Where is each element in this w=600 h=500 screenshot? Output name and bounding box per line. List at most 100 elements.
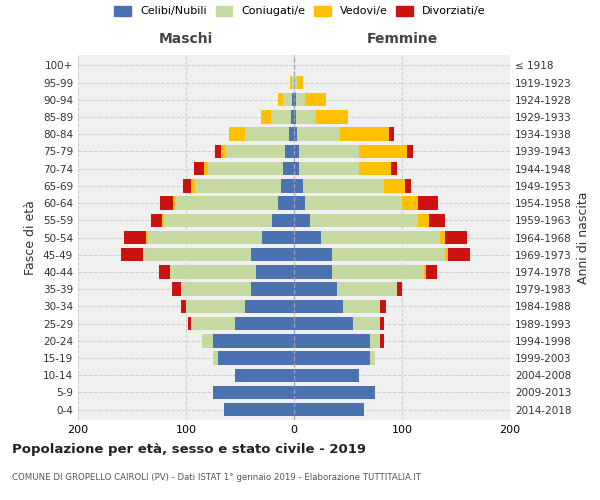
- Bar: [289, 128, 294, 141]
- Text: Popolazione per età, sesso e stato civile - 2019: Popolazione per età, sesso e stato civil…: [12, 442, 366, 456]
- Bar: [292, 93, 294, 106]
- Bar: [440, 231, 445, 244]
- Bar: [143, 248, 251, 262]
- Bar: [380, 334, 383, 347]
- Bar: [260, 110, 271, 124]
- Bar: [235, 317, 294, 330]
- Bar: [218, 352, 294, 364]
- Bar: [251, 248, 294, 262]
- Bar: [283, 93, 292, 106]
- Bar: [188, 317, 191, 330]
- Bar: [294, 282, 337, 296]
- Bar: [402, 196, 418, 210]
- Bar: [294, 386, 375, 399]
- Bar: [281, 179, 294, 192]
- Bar: [445, 248, 448, 262]
- Bar: [296, 93, 305, 106]
- Bar: [181, 282, 251, 296]
- Bar: [283, 162, 294, 175]
- Bar: [299, 162, 359, 175]
- Bar: [173, 196, 175, 210]
- Bar: [397, 282, 402, 296]
- Bar: [294, 368, 359, 382]
- Bar: [337, 282, 397, 296]
- Bar: [151, 214, 162, 227]
- Bar: [245, 300, 294, 313]
- Bar: [294, 334, 370, 347]
- Bar: [294, 265, 332, 278]
- Bar: [294, 317, 353, 330]
- Bar: [294, 144, 299, 158]
- Bar: [370, 352, 375, 364]
- Text: Maschi: Maschi: [159, 32, 213, 46]
- Bar: [380, 300, 386, 313]
- Bar: [445, 231, 467, 244]
- Bar: [278, 93, 283, 106]
- Bar: [407, 144, 413, 158]
- Bar: [294, 162, 299, 175]
- Bar: [340, 128, 389, 141]
- Bar: [389, 128, 394, 141]
- Legend: Celibi/Nubili, Coniugati/e, Vedovi/e, Divorziati/e: Celibi/Nubili, Coniugati/e, Vedovi/e, Di…: [115, 6, 485, 16]
- Bar: [124, 231, 146, 244]
- Bar: [186, 300, 245, 313]
- Bar: [181, 300, 186, 313]
- Bar: [316, 110, 348, 124]
- Bar: [183, 179, 191, 192]
- Bar: [213, 386, 294, 399]
- Bar: [191, 317, 235, 330]
- Bar: [213, 334, 294, 347]
- Bar: [310, 214, 418, 227]
- Bar: [121, 248, 143, 262]
- Bar: [286, 144, 294, 158]
- Bar: [418, 214, 429, 227]
- Bar: [418, 196, 437, 210]
- Bar: [245, 128, 289, 141]
- Bar: [359, 144, 407, 158]
- Bar: [305, 196, 402, 210]
- Bar: [159, 265, 170, 278]
- Bar: [294, 231, 321, 244]
- Bar: [271, 110, 291, 124]
- Bar: [162, 214, 164, 227]
- Text: Femmine: Femmine: [367, 32, 437, 46]
- Bar: [343, 300, 380, 313]
- Bar: [305, 93, 326, 106]
- Bar: [302, 179, 383, 192]
- Bar: [353, 317, 380, 330]
- Bar: [148, 231, 262, 244]
- Bar: [383, 179, 405, 192]
- Bar: [294, 403, 364, 416]
- Bar: [294, 300, 343, 313]
- Bar: [221, 144, 226, 158]
- Bar: [370, 334, 380, 347]
- Bar: [294, 110, 296, 124]
- Bar: [191, 179, 194, 192]
- Text: COMUNE DI GROPELLO CAIROLI (PV) - Dati ISTAT 1° gennaio 2019 - Elaborazione TUTT: COMUNE DI GROPELLO CAIROLI (PV) - Dati I…: [12, 472, 421, 482]
- Bar: [429, 214, 445, 227]
- Bar: [321, 231, 440, 244]
- Bar: [424, 265, 426, 278]
- Bar: [299, 144, 359, 158]
- Bar: [215, 144, 221, 158]
- Bar: [294, 128, 297, 141]
- Bar: [251, 282, 294, 296]
- Bar: [290, 76, 292, 90]
- Bar: [405, 179, 410, 192]
- Bar: [170, 265, 256, 278]
- Y-axis label: Anni di nascita: Anni di nascita: [577, 191, 590, 284]
- Bar: [205, 162, 208, 175]
- Bar: [278, 196, 294, 210]
- Bar: [164, 214, 272, 227]
- Bar: [294, 352, 370, 364]
- Bar: [226, 144, 286, 158]
- Bar: [224, 403, 294, 416]
- Y-axis label: Fasce di età: Fasce di età: [25, 200, 37, 275]
- Bar: [194, 162, 205, 175]
- Bar: [359, 162, 391, 175]
- Bar: [296, 110, 316, 124]
- Bar: [297, 76, 302, 90]
- Bar: [146, 231, 148, 244]
- Bar: [256, 265, 294, 278]
- Bar: [391, 162, 397, 175]
